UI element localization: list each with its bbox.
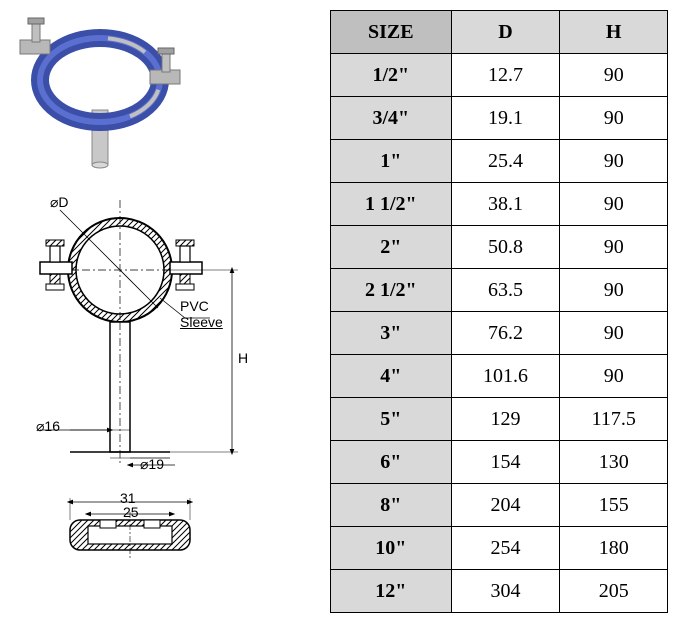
cell-h: 90 bbox=[560, 97, 668, 140]
cell-d: 63.5 bbox=[451, 269, 560, 312]
table-row: 1 1/2"38.190 bbox=[331, 183, 668, 226]
table-header-row: SIZE D H bbox=[331, 11, 668, 54]
table-row: 8"204155 bbox=[331, 484, 668, 527]
cell-size: 5" bbox=[331, 398, 452, 441]
table-row: 2"50.890 bbox=[331, 226, 668, 269]
table-row: 1"25.490 bbox=[331, 140, 668, 183]
cell-d: 254 bbox=[451, 527, 560, 570]
label-d19: ⌀19 bbox=[140, 456, 164, 473]
cell-size: 3/4" bbox=[331, 97, 452, 140]
cell-size: 10" bbox=[331, 527, 452, 570]
cell-size: 2" bbox=[331, 226, 452, 269]
table-row: 4"101.690 bbox=[331, 355, 668, 398]
label-h: H bbox=[238, 350, 248, 366]
cell-d: 101.6 bbox=[451, 355, 560, 398]
table-row: 5"129117.5 bbox=[331, 398, 668, 441]
label-d: ⌀D bbox=[50, 194, 69, 211]
col-header-h: H bbox=[560, 11, 668, 54]
cell-size: 6" bbox=[331, 441, 452, 484]
table-row: 10"254180 bbox=[331, 527, 668, 570]
cell-h: 155 bbox=[560, 484, 668, 527]
cell-size: 12" bbox=[331, 570, 452, 613]
table-row: 3"76.290 bbox=[331, 312, 668, 355]
cell-size: 3" bbox=[331, 312, 452, 355]
table-row: 2 1/2"63.590 bbox=[331, 269, 668, 312]
cell-d: 76.2 bbox=[451, 312, 560, 355]
cell-h: 90 bbox=[560, 269, 668, 312]
cell-h: 90 bbox=[560, 355, 668, 398]
cell-d: 204 bbox=[451, 484, 560, 527]
table-row: 12"304205 bbox=[331, 570, 668, 613]
cell-size: 4" bbox=[331, 355, 452, 398]
cell-h: 90 bbox=[560, 312, 668, 355]
table-row: 3/4"19.190 bbox=[331, 97, 668, 140]
label-pvc: PVC bbox=[180, 298, 209, 314]
cell-h: 90 bbox=[560, 54, 668, 97]
cell-h: 90 bbox=[560, 183, 668, 226]
cell-size: 1/2" bbox=[331, 54, 452, 97]
col-header-d: D bbox=[451, 11, 560, 54]
cell-size: 1 1/2" bbox=[331, 183, 452, 226]
dimensions-table: SIZE D H 1/2"12.7903/4"19.1901"25.4901 1… bbox=[330, 10, 668, 613]
cell-h: 130 bbox=[560, 441, 668, 484]
cell-size: 8" bbox=[331, 484, 452, 527]
cell-d: 25.4 bbox=[451, 140, 560, 183]
technical-diagram: ⌀D PVC Sleeve H ⌀16 ⌀19 31 25 bbox=[10, 190, 290, 570]
label-d16: ⌀16 bbox=[36, 418, 60, 435]
cell-h: 90 bbox=[560, 226, 668, 269]
cell-d: 19.1 bbox=[451, 97, 560, 140]
cell-size: 2 1/2" bbox=[331, 269, 452, 312]
table-row: 6"154130 bbox=[331, 441, 668, 484]
table-row: 1/2"12.790 bbox=[331, 54, 668, 97]
cell-h: 90 bbox=[560, 140, 668, 183]
col-header-size: SIZE bbox=[331, 11, 452, 54]
cell-d: 12.7 bbox=[451, 54, 560, 97]
cell-d: 38.1 bbox=[451, 183, 560, 226]
cell-d: 50.8 bbox=[451, 226, 560, 269]
label-w25: 25 bbox=[123, 504, 139, 520]
cell-h: 180 bbox=[560, 527, 668, 570]
cell-h: 117.5 bbox=[560, 398, 668, 441]
product-photo bbox=[10, 10, 190, 170]
cell-h: 205 bbox=[560, 570, 668, 613]
cell-d: 304 bbox=[451, 570, 560, 613]
cell-size: 1" bbox=[331, 140, 452, 183]
cell-d: 129 bbox=[451, 398, 560, 441]
label-sleeve: Sleeve bbox=[180, 314, 223, 330]
cell-d: 154 bbox=[451, 441, 560, 484]
